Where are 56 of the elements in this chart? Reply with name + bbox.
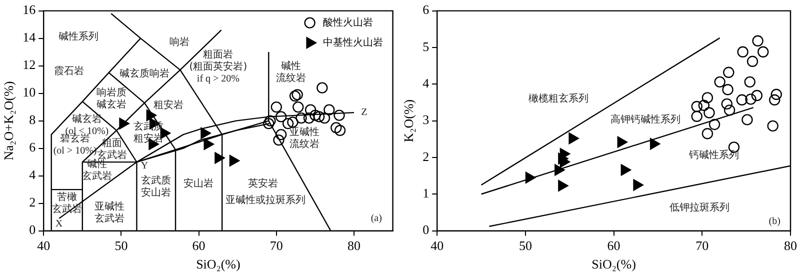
annotation: 响岩质碱玄岩 <box>96 86 127 110</box>
y-tick-label: 1 <box>422 186 430 201</box>
annotation: 钙碱性系列 <box>688 149 739 162</box>
annotation: 碱性流纹岩 <box>276 60 306 84</box>
annotation: 碱性系列 <box>58 30 99 43</box>
y-tick-label: 4 <box>422 76 430 91</box>
annotation: 亚碱性玄武岩 <box>94 200 125 225</box>
x-axis-title: SiO₂(%) <box>592 256 636 272</box>
annotation: X <box>55 218 64 230</box>
annotation: 霞石岩 <box>54 64 84 77</box>
y-tick-label: 6 <box>422 2 430 18</box>
x-tick-label: 40 <box>37 238 50 254</box>
y-tick-label: 16 <box>22 2 36 18</box>
annotation: 粗安岩 <box>154 99 184 112</box>
x-axis-title: SiO₂(%) <box>196 256 240 272</box>
annotation: 高钾钙碱性系列 <box>610 114 681 126</box>
y-tick-label: 0 <box>29 222 36 238</box>
x-tick-label: 80 <box>348 238 360 254</box>
y-tick-label: 2 <box>422 148 430 164</box>
y-tick-label: 8 <box>29 112 36 128</box>
x-tick-label: 70 <box>696 238 709 254</box>
annotation: 粗面岩(粗面英安岩) if q > 20% <box>189 48 248 85</box>
y-tick-label: 0 <box>422 222 430 238</box>
x-tick-label: 40 <box>430 238 444 254</box>
annotation: (a) <box>370 213 382 224</box>
annotation: 亚碱性或拉斑系列 <box>225 194 306 206</box>
annotation: 安山岩 <box>184 178 214 190</box>
x-tick-label: 80 <box>784 238 797 254</box>
annotation: 碱玄质响岩 <box>120 68 170 80</box>
y-tick-label: 12 <box>22 57 36 72</box>
annotation: 玄武质安山岩 <box>141 174 172 198</box>
annotation: 低钾拉斑系列 <box>670 201 730 214</box>
legend-label: 中基性火山岩 <box>322 36 383 48</box>
annotation: 苦橄玄武岩 <box>52 190 82 215</box>
x-tick-label: 60 <box>192 238 206 254</box>
annotation: Z <box>361 107 368 118</box>
y-tick-label: 6 <box>29 140 36 155</box>
annotation: 亚碱性流纹岩 <box>289 126 320 150</box>
y-tick-label: 2 <box>29 194 36 210</box>
annotation: 响岩 <box>169 36 190 48</box>
y-tick-label: 4 <box>29 167 36 182</box>
annotation: 英安岩 <box>248 178 278 190</box>
annotation: (b) <box>768 216 780 228</box>
x-tick-label: 70 <box>270 238 283 254</box>
y-tick-label: 14 <box>22 30 36 45</box>
x-tick-label: 50 <box>518 238 532 254</box>
legend-label: 酸性火山岩 <box>322 16 373 28</box>
annotation: 橄榄粗玄系列 <box>528 92 588 104</box>
annotation: Y <box>140 160 148 172</box>
x-tick-label: 60 <box>607 238 620 254</box>
x-tick-label: 50 <box>114 238 128 254</box>
y-tick-label: 5 <box>422 38 430 54</box>
y-tick-label: 3 <box>422 112 430 128</box>
y-axis-title: Na₂O+K₂O(%) <box>1 81 16 160</box>
y-axis-title: K₂O(%) <box>401 99 416 142</box>
y-tick-label: 10 <box>22 84 36 100</box>
